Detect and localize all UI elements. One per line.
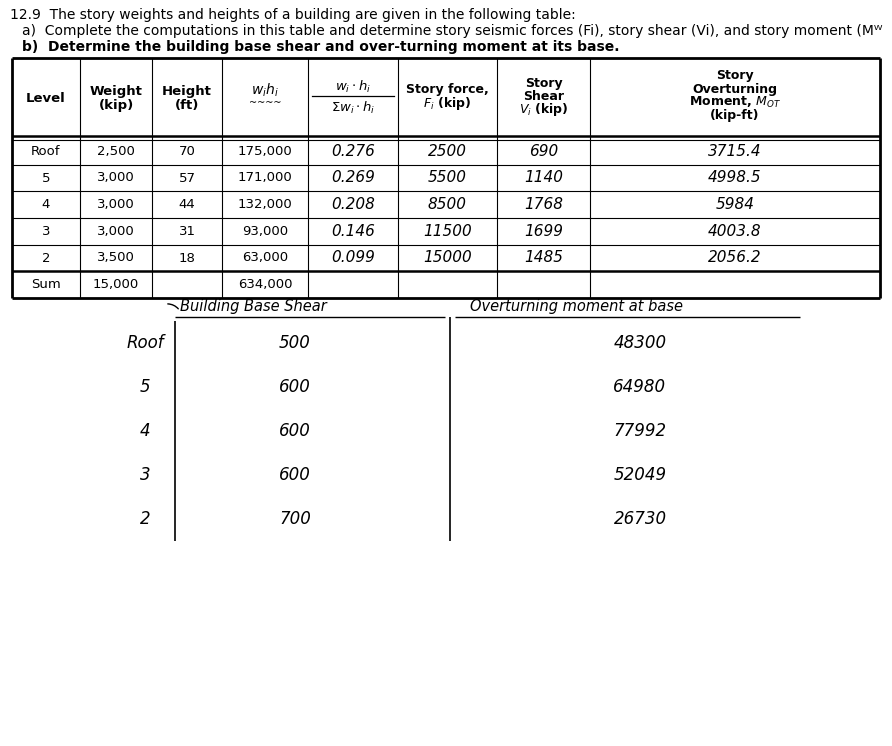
Text: 1699: 1699 xyxy=(524,224,563,239)
Text: 175,000: 175,000 xyxy=(237,145,293,158)
Text: a)  Complete the computations in this table and determine story seismic forces (: a) Complete the computations in this tab… xyxy=(22,24,882,38)
Text: 690: 690 xyxy=(529,144,558,159)
Text: 63,000: 63,000 xyxy=(242,251,288,265)
Text: 15,000: 15,000 xyxy=(93,278,139,291)
Text: 5: 5 xyxy=(140,378,151,396)
Text: 0.146: 0.146 xyxy=(331,224,375,239)
Text: Story: Story xyxy=(524,78,562,90)
Text: 3715.4: 3715.4 xyxy=(708,144,762,159)
Text: 600: 600 xyxy=(279,422,311,440)
Text: 634,000: 634,000 xyxy=(238,278,293,291)
Text: (kip-ft): (kip-ft) xyxy=(710,108,760,122)
Text: 3: 3 xyxy=(42,225,50,238)
Text: 3,000: 3,000 xyxy=(97,225,135,238)
Text: 2: 2 xyxy=(140,510,151,528)
Text: Height: Height xyxy=(162,84,212,98)
Text: 4998.5: 4998.5 xyxy=(708,171,762,186)
Text: 70: 70 xyxy=(178,145,195,158)
Text: (kip): (kip) xyxy=(98,99,134,113)
Text: $\mathit{w_i \cdot h_i}$: $\mathit{w_i \cdot h_i}$ xyxy=(335,79,371,95)
Text: 1140: 1140 xyxy=(524,171,563,186)
Text: 5: 5 xyxy=(42,172,50,184)
Text: 2,500: 2,500 xyxy=(97,145,135,158)
Text: 600: 600 xyxy=(279,378,311,396)
Text: $\mathit{V_i}$ (kip): $\mathit{V_i}$ (kip) xyxy=(518,101,568,118)
Text: Shear: Shear xyxy=(523,90,564,102)
Text: b)  Determine the building base shear and over-turning moment at its base.: b) Determine the building base shear and… xyxy=(22,40,620,54)
Text: 3,000: 3,000 xyxy=(97,172,135,184)
Text: 171,000: 171,000 xyxy=(237,172,293,184)
Text: Weight: Weight xyxy=(89,84,143,98)
Text: 3: 3 xyxy=(140,466,151,484)
Text: 8500: 8500 xyxy=(428,197,467,212)
Text: $\mathit{\Sigma w_i \cdot h_i}$: $\mathit{\Sigma w_i \cdot h_i}$ xyxy=(331,100,376,116)
Text: 1768: 1768 xyxy=(524,197,563,212)
Text: Story force,: Story force, xyxy=(406,83,489,95)
Text: 5984: 5984 xyxy=(715,197,755,212)
Text: (ft): (ft) xyxy=(175,99,199,113)
Text: $\mathit{w_i h_i}$: $\mathit{w_i h_i}$ xyxy=(251,81,279,98)
Text: Moment, $M_{OT}$: Moment, $M_{OT}$ xyxy=(689,95,781,110)
Text: 52049: 52049 xyxy=(614,466,666,484)
Text: Overturning: Overturning xyxy=(692,83,778,95)
Text: 11500: 11500 xyxy=(423,224,472,239)
Text: 0.099: 0.099 xyxy=(331,251,375,266)
Text: 3,000: 3,000 xyxy=(97,198,135,211)
Text: 600: 600 xyxy=(279,466,311,484)
Text: 2500: 2500 xyxy=(428,144,467,159)
Text: ~~~~: ~~~~ xyxy=(249,98,281,108)
Text: 57: 57 xyxy=(178,172,195,184)
Text: 2: 2 xyxy=(42,251,50,265)
Text: 0.269: 0.269 xyxy=(331,171,375,186)
Text: 4003.8: 4003.8 xyxy=(708,224,762,239)
Text: 3,500: 3,500 xyxy=(97,251,135,265)
Text: Roof: Roof xyxy=(126,334,164,352)
Text: 93,000: 93,000 xyxy=(242,225,288,238)
Text: 2056.2: 2056.2 xyxy=(708,251,762,266)
Text: 31: 31 xyxy=(178,225,195,238)
Text: 0.208: 0.208 xyxy=(331,197,375,212)
Text: 12.9  The story weights and heights of a building are given in the following tab: 12.9 The story weights and heights of a … xyxy=(10,8,575,22)
Text: 700: 700 xyxy=(279,510,311,528)
Text: 4: 4 xyxy=(42,198,50,211)
Text: 44: 44 xyxy=(178,198,195,211)
Text: 4: 4 xyxy=(140,422,151,440)
Text: Sum: Sum xyxy=(31,278,61,291)
Text: Overturning moment at base: Overturning moment at base xyxy=(470,299,683,314)
Text: 500: 500 xyxy=(279,334,311,352)
Text: 1485: 1485 xyxy=(524,251,563,266)
Text: 15000: 15000 xyxy=(423,251,472,266)
Text: Level: Level xyxy=(26,92,66,104)
Text: 64980: 64980 xyxy=(614,378,666,396)
Text: Building Base Shear: Building Base Shear xyxy=(180,299,326,314)
Text: $\mathit{F_i}$ (kip): $\mathit{F_i}$ (kip) xyxy=(424,95,472,111)
Text: 0.276: 0.276 xyxy=(331,144,375,159)
Text: 26730: 26730 xyxy=(614,510,666,528)
Text: Story: Story xyxy=(716,69,754,83)
Text: 5500: 5500 xyxy=(428,171,467,186)
Text: 77992: 77992 xyxy=(614,422,666,440)
Text: 18: 18 xyxy=(178,251,195,265)
Text: 48300: 48300 xyxy=(614,334,666,352)
Text: Roof: Roof xyxy=(31,145,61,158)
Text: 132,000: 132,000 xyxy=(237,198,293,211)
